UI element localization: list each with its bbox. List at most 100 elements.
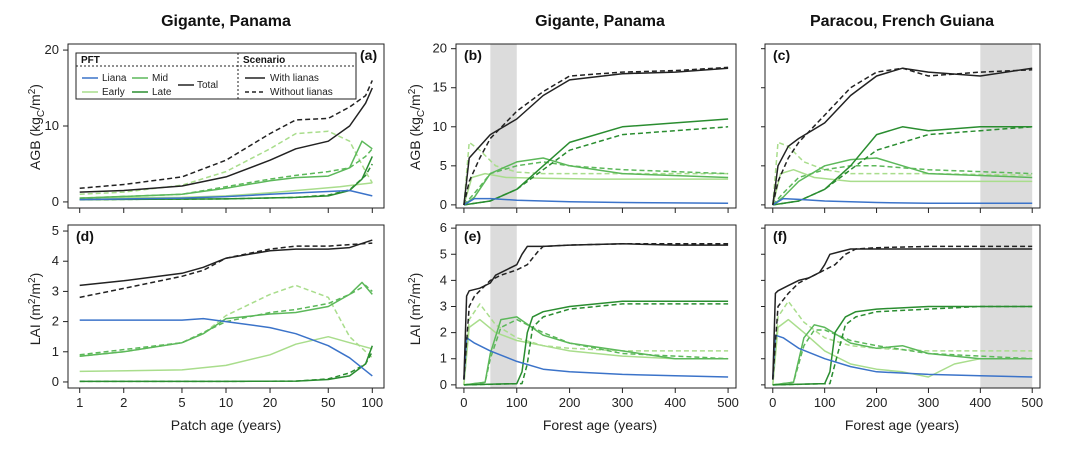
series-total-without [79, 80, 373, 190]
xtick-label: 2 [120, 395, 127, 410]
ytick-label: 0 [440, 377, 447, 392]
panel-label: (d) [76, 228, 94, 244]
series-early-without [463, 303, 729, 385]
series-early-with [79, 335, 373, 373]
series-late-without [772, 305, 1033, 386]
series-total-without [463, 66, 729, 206]
panel-c: (c) [761, 43, 1041, 213]
panel-b: (b) 0 5 10 15 20 [433, 41, 737, 213]
xtick-label: 200 [866, 395, 888, 410]
panel-a: (a) 0 10 20 [45, 42, 385, 213]
xtick-label: 1 [76, 395, 83, 410]
series-mid-with [772, 157, 1033, 206]
series-total-with [772, 248, 1033, 380]
legend: PFT Scenario Liana Mid Total Early Late … [75, 52, 357, 100]
series-early-without [463, 141, 729, 205]
panel-frame [67, 224, 385, 389]
series-mid-without [463, 318, 729, 386]
series-early-with [772, 168, 1033, 206]
series-liana-with [772, 197, 1033, 206]
legend-label-total: Total [197, 80, 218, 91]
series-early-with [772, 318, 1033, 385]
series-mid-without [772, 165, 1033, 206]
ytick-label: 6 [440, 220, 447, 235]
series-liana-with [79, 189, 373, 201]
xtick-label: 400 [664, 395, 686, 410]
series-total-with [79, 87, 373, 193]
legend-label-with: With lianas [270, 73, 319, 84]
series-liana-with [79, 317, 373, 377]
ytick-label: 4 [52, 253, 59, 268]
xtick-label: 20 [263, 395, 277, 410]
series-early-without [772, 300, 1033, 385]
xtick-label: 0 [769, 395, 776, 410]
column-title-right: Paracou, French Guiana [810, 13, 994, 30]
panel-d: (d) 0 1 2 3 4 5 1 2 5 10 20 50 100 [52, 223, 385, 410]
series-early-with [463, 172, 729, 206]
series-late-without [772, 126, 1033, 206]
ytick-label: 0 [52, 194, 59, 209]
xtick-label: 10 [219, 395, 233, 410]
ylabel-agb-middle: AGB (kgC/m2) [407, 84, 427, 170]
panel-f: (f) 0 100 200 300 400 500 [761, 224, 1043, 410]
series-total-with [463, 67, 729, 205]
panel-frame [455, 43, 737, 209]
panel-label: (a) [360, 47, 377, 63]
ytick-label: 3 [440, 299, 447, 314]
legend-scenario-header: Scenario [243, 55, 285, 66]
shade-band [980, 44, 1033, 208]
series-total-without [463, 243, 729, 380]
xtick-label: 100 [814, 395, 836, 410]
panel-label: (c) [773, 47, 790, 63]
legend-label-without: Without lianas [270, 87, 333, 98]
ytick-label: 1 [440, 351, 447, 366]
ytick-label: 10 [433, 119, 447, 134]
ytick-label: 2 [440, 325, 447, 340]
series-late-without [463, 126, 729, 206]
ytick-label: 3 [52, 283, 59, 298]
xtick-label: 300 [918, 395, 940, 410]
ytick-label: 0 [440, 197, 447, 212]
xlabel-left: Patch age (years) [171, 417, 282, 433]
ytick-label: 5 [440, 246, 447, 261]
xlabel-middle: Forest age (years) [543, 417, 657, 433]
xtick-label: 5 [178, 395, 185, 410]
series-early-without [772, 141, 1033, 205]
xtick-label: 300 [612, 395, 634, 410]
series-mid-without [463, 161, 729, 206]
series-liana-with [463, 337, 729, 380]
series-total-with [79, 239, 373, 287]
series-mid-without [772, 329, 1033, 386]
series-late-without [79, 163, 373, 201]
ytick-label: 2 [52, 314, 59, 329]
legend-label-liana: Liana [102, 73, 127, 84]
xtick-label: 100 [361, 395, 383, 410]
series-late-with [79, 345, 374, 383]
xtick-label: 100 [506, 395, 528, 410]
column-title-left: Gigante, Panama [161, 13, 291, 30]
panel-label: (e) [464, 228, 481, 244]
series-mid-with [79, 140, 373, 199]
series-late-with [772, 305, 1033, 386]
ytick-label: 10 [45, 118, 59, 133]
ytick-label: 4 [440, 272, 447, 287]
series-mid-without [79, 148, 373, 199]
xtick-label: 400 [969, 395, 991, 410]
series-late-without [463, 303, 729, 386]
panel-label: (f) [773, 228, 787, 244]
ytick-label: 0 [52, 374, 59, 389]
legend-pft-header: PFT [81, 55, 100, 66]
series-total-without [772, 67, 1033, 206]
series-mid-without [79, 284, 373, 356]
series-liana-with [463, 197, 729, 206]
series-total-with [772, 67, 1033, 205]
xtick-label: 500 [717, 395, 739, 410]
ylabel-agb-left: AGB (kgC/m2) [27, 84, 47, 170]
legend-label-mid: Mid [152, 73, 168, 84]
series-total-without [79, 242, 373, 299]
ytick-label: 20 [45, 42, 59, 57]
ytick-label: 5 [440, 158, 447, 173]
legend-box [75, 52, 357, 100]
ytick-label: 20 [433, 41, 447, 56]
